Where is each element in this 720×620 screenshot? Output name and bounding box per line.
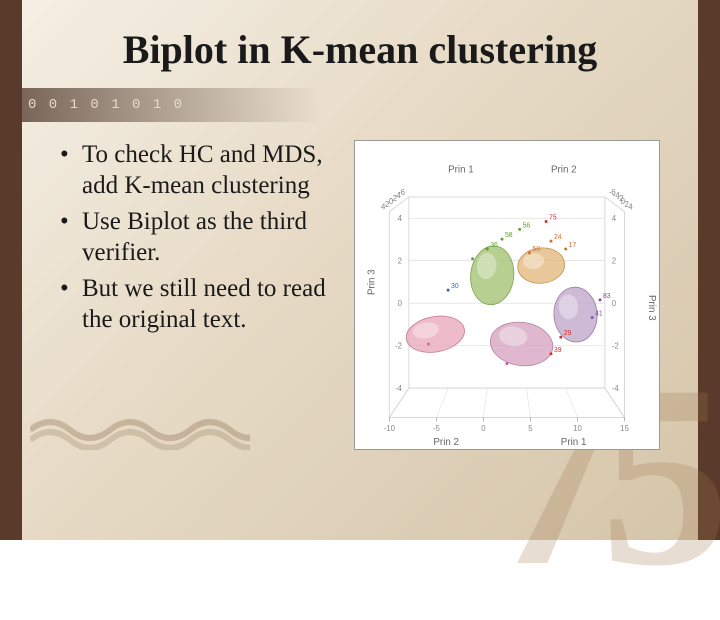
content-row: To check HC and MDS, add K-mean clusteri… xyxy=(60,140,660,450)
svg-text:0: 0 xyxy=(398,299,403,308)
data-point xyxy=(501,238,504,241)
data-point-label: 58 xyxy=(505,232,513,239)
data-point-label: 30 xyxy=(451,283,459,290)
slide-container: 0 0 1 0 1 0 1 0 75 Biplot in K-mean clus… xyxy=(0,0,720,540)
bullet-list: To check HC and MDS, add K-mean clusteri… xyxy=(60,140,336,450)
data-point xyxy=(486,247,489,250)
data-point-label: 17 xyxy=(569,242,577,249)
data-point-label: 36 xyxy=(490,242,498,249)
data-point-label: 83 xyxy=(603,293,611,300)
data-point xyxy=(471,257,474,260)
svg-text:0: 0 xyxy=(481,424,486,433)
svg-text:0: 0 xyxy=(612,299,617,308)
slide-title: Biplot in K-mean clustering xyxy=(0,26,720,73)
data-point-label: 56 xyxy=(523,222,531,229)
data-point xyxy=(545,220,548,223)
bullet-item: But we still need to read the original t… xyxy=(60,274,336,335)
data-point xyxy=(599,298,602,301)
data-point xyxy=(506,362,509,365)
axis-label-prin2-top: Prin 2 xyxy=(551,164,577,175)
svg-text:0: 0 xyxy=(389,197,394,206)
data-point xyxy=(550,352,553,355)
data-point-label: 39 xyxy=(554,347,562,354)
axis-label-prin3-left: Prin 3 xyxy=(367,269,378,295)
svg-text:2: 2 xyxy=(385,200,389,209)
svg-text:5: 5 xyxy=(528,424,533,433)
data-point xyxy=(560,336,563,339)
data-point-label: 29 xyxy=(564,330,572,337)
data-point-label: 50 xyxy=(533,246,541,253)
data-point xyxy=(518,228,521,231)
data-point-label: 41 xyxy=(595,311,603,318)
data-point xyxy=(591,316,594,319)
data-point xyxy=(550,240,553,243)
data-point-label: 75 xyxy=(549,215,557,222)
bullet-item: To check HC and MDS, add K-mean clusteri… xyxy=(60,140,336,201)
data-point-label: 24 xyxy=(554,234,562,241)
data-point xyxy=(528,251,531,254)
svg-text:2: 2 xyxy=(612,257,616,266)
axis-label-prin1-top: Prin 1 xyxy=(448,164,474,175)
svg-text:15: 15 xyxy=(620,424,629,433)
svg-text:4: 4 xyxy=(612,214,617,223)
biplot-chart: -4-4-2-2002244-10-5051015-6-6-4-4-2-2002… xyxy=(354,140,660,450)
svg-text:4: 4 xyxy=(629,203,634,212)
binary-decoration: 0 0 1 0 1 0 1 0 xyxy=(22,88,322,122)
svg-text:4: 4 xyxy=(381,203,386,212)
data-point xyxy=(427,343,430,346)
data-point xyxy=(564,247,567,250)
svg-text:-2: -2 xyxy=(395,342,402,351)
axis-label-prin1-bottom: Prin 1 xyxy=(561,437,587,448)
svg-text:4: 4 xyxy=(398,214,403,223)
svg-text:2: 2 xyxy=(398,257,402,266)
svg-text:-4: -4 xyxy=(395,384,403,393)
bullet-item: Use Biplot as the third verifier. xyxy=(60,207,336,268)
svg-text:-10: -10 xyxy=(384,424,396,433)
svg-text:10: 10 xyxy=(573,424,582,433)
data-point xyxy=(447,289,450,292)
axis-label-prin3-right: Prin 3 xyxy=(646,295,657,321)
svg-text:-2: -2 xyxy=(612,342,619,351)
svg-text:-5: -5 xyxy=(433,424,441,433)
slide-left-border xyxy=(0,0,22,540)
svg-text:-4: -4 xyxy=(612,384,620,393)
axis-label-prin2-bottom: Prin 2 xyxy=(434,437,460,448)
